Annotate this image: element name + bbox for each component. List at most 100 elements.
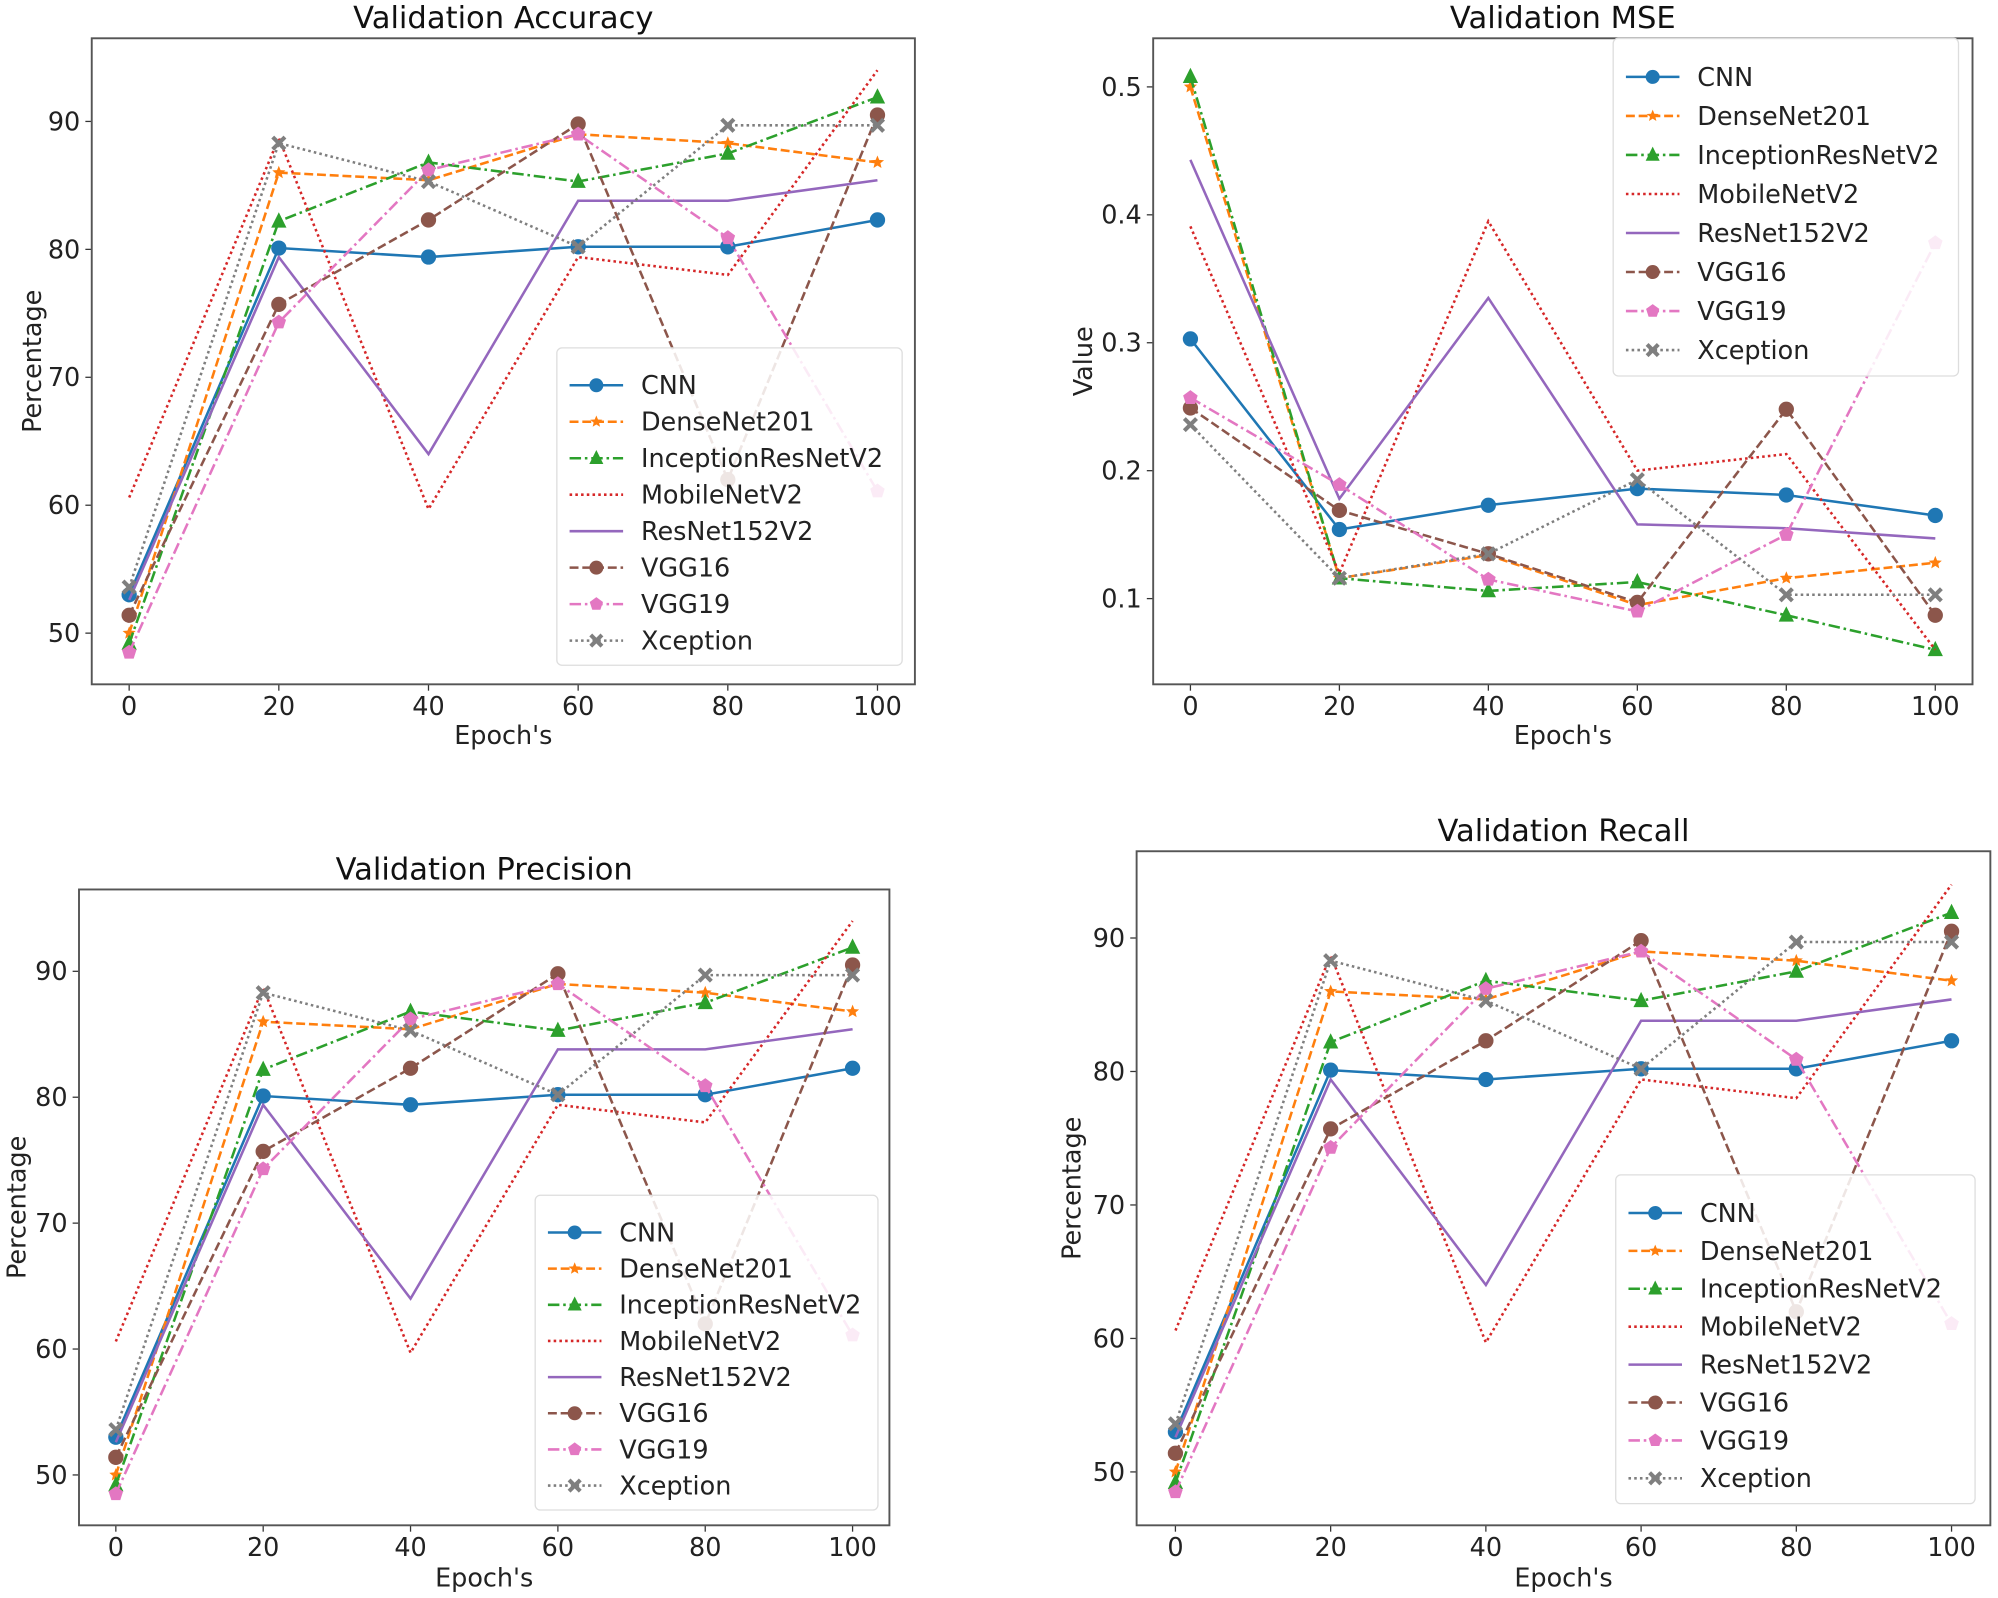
marker-circle — [589, 560, 604, 575]
marker-pentagon — [403, 1011, 418, 1026]
x-tick-label: 20 — [1314, 1533, 1346, 1563]
marker-x — [567, 1478, 582, 1493]
marker-circle — [1645, 265, 1660, 280]
legend-item: VGG16 — [569, 554, 730, 584]
marker-star — [1789, 953, 1803, 967]
series-xception — [1167, 934, 1960, 1432]
marker-pentagon — [1481, 571, 1496, 586]
legend-item: ResNet152V2 — [569, 517, 813, 547]
y-tick-label: 70 — [48, 363, 80, 393]
marker-pentagon — [1478, 981, 1494, 995]
x-axis-label: Epoch's — [1514, 1563, 1612, 1593]
legend-item: InceptionResNetV2 — [547, 1291, 861, 1321]
marker-pentagon — [1633, 943, 1649, 958]
series-vgg19 — [1168, 943, 1959, 1499]
legend-label: CNN — [641, 371, 697, 401]
legend-item: MobileNetV2 — [569, 481, 803, 511]
y-tick-label: 0.2 — [1101, 457, 1142, 487]
series-line-inceptionresnetv2 — [1189, 76, 1936, 652]
marker-triangle — [1480, 582, 1497, 598]
marker-circle — [255, 1088, 271, 1104]
legend-label: ResNet152V2 — [1700, 1351, 1872, 1381]
plot-area — [1182, 67, 1943, 657]
legend-label: CNN — [1697, 63, 1753, 93]
series-cnn — [1167, 1033, 1960, 1440]
legend: CNN DenseNet201 InceptionResNetV2 MobileNet… — [556, 347, 903, 666]
marker-pentagon — [255, 1161, 271, 1176]
legend-label: VGG16 — [1700, 1388, 1789, 1418]
series-line-resnet152v2 — [1189, 159, 1936, 540]
y-tick-label: 90 — [1093, 924, 1125, 954]
marker-x — [1629, 472, 1645, 488]
legend-label: DenseNet201 — [619, 1255, 793, 1285]
x-tick-label: 0 — [1167, 1533, 1183, 1563]
x-tick-label: 60 — [542, 1533, 574, 1563]
legend-item: Xception — [547, 1471, 731, 1501]
legend-item: ResNet152V2 — [1628, 1351, 1872, 1381]
legend-item: CNN — [1625, 63, 1753, 93]
marker-triangle — [589, 449, 604, 464]
marker-star — [1944, 973, 1959, 987]
marker-x — [1645, 343, 1660, 358]
x-tick-label: 60 — [1621, 692, 1653, 722]
y-tick-label: 50 — [35, 1461, 67, 1491]
y-axis-label: Value — [1069, 326, 1099, 396]
marker-pentagon — [121, 644, 137, 659]
legend-item: InceptionResNetV2 — [1628, 1275, 1942, 1305]
series-mobilenetv2 — [114, 920, 854, 1356]
legend-item: VGG19 — [1625, 297, 1787, 327]
marker-triangle — [1943, 903, 1960, 920]
marker-star — [590, 415, 603, 427]
marker-circle — [567, 1406, 582, 1421]
legend-label: InceptionResNetV2 — [619, 1291, 861, 1321]
series-resnet152v2 — [1174, 998, 1952, 1438]
x-tick-label: 80 — [689, 1533, 721, 1563]
chart-validation-recall: Validation Recall Epoch's Percentage 0 20 40 6… — [1058, 814, 1992, 1593]
marker-triangle — [697, 993, 713, 1010]
marker-circle — [271, 296, 287, 313]
y-tick-label: 50 — [48, 619, 80, 649]
legend-item: ResNet152V2 — [1625, 219, 1870, 249]
legend-box — [1615, 1174, 1976, 1505]
marker-triangle — [1648, 1280, 1663, 1295]
x-tick-label: 80 — [712, 692, 744, 722]
marker-star — [1168, 1465, 1182, 1478]
y-tick-label: 70 — [35, 1209, 67, 1239]
marker-pentagon — [1789, 1051, 1804, 1066]
chart-title: Validation Recall — [1438, 814, 1690, 849]
marker-x — [1927, 587, 1943, 603]
marker-circle — [1323, 1062, 1339, 1078]
marker-x — [121, 579, 137, 595]
legend-item: DenseNet201 — [547, 1255, 793, 1285]
marker-x — [1633, 1061, 1649, 1077]
marker-x — [1478, 993, 1494, 1009]
legend-label: ResNet152V2 — [619, 1363, 791, 1393]
marker-star — [721, 136, 735, 149]
marker-pentagon — [1183, 390, 1198, 404]
series-line-vgg19 — [128, 132, 879, 653]
legend-item: ResNet152V2 — [547, 1363, 792, 1393]
chart-title: Validation Precision — [336, 852, 633, 887]
x-tick-label: 100 — [828, 1533, 877, 1563]
x-tick-label: 40 — [1470, 1533, 1502, 1563]
y-tick-label: 50 — [1093, 1458, 1125, 1488]
x-tick-label: 20 — [1323, 692, 1355, 722]
x-tick-label: 20 — [247, 1533, 279, 1563]
marker-x — [845, 967, 861, 983]
marker-circle — [271, 240, 287, 256]
marker-x — [255, 985, 271, 1001]
chart-title: Validation MSE — [1450, 1, 1676, 36]
marker-circle — [402, 1097, 419, 1113]
marker-triangle — [1778, 606, 1794, 622]
chart-title: Validation Accuracy — [353, 1, 653, 36]
series-line-vgg16 — [1189, 406, 1937, 617]
marker-triangle — [844, 938, 861, 954]
y-tick-label: 0.1 — [1101, 585, 1142, 615]
marker-x — [402, 1022, 419, 1039]
marker-star — [272, 165, 286, 179]
x-tick-label: 40 — [412, 692, 444, 722]
marker-pentagon — [1168, 1484, 1183, 1499]
marker-x — [1182, 417, 1198, 433]
x-tick-label: 40 — [1472, 692, 1504, 722]
